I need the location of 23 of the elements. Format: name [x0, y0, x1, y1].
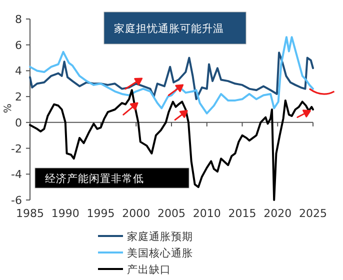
y-tick-label: 4	[15, 64, 22, 78]
x-tick-label: 2005	[158, 207, 186, 220]
x-tick-label: 1990	[51, 207, 80, 220]
x-tick-label: 1995	[86, 207, 115, 220]
y-tick-label: -6	[11, 194, 22, 207]
y-tick-label: -4	[11, 168, 22, 182]
legend-label: 家庭通胀预期	[127, 230, 193, 243]
annotation: 经济产能闲置非常低	[45, 172, 144, 185]
y-axis-title: %	[3, 104, 14, 114]
x-tick-label: 2010	[192, 207, 221, 220]
x-tick-label: 1985	[16, 207, 44, 220]
x-tick-label: 2015	[228, 207, 256, 220]
annotation: 家庭担忧通胀可能升温	[114, 22, 224, 35]
y-tick-label: 6	[15, 38, 22, 52]
y-tick-label: 2	[15, 90, 22, 104]
legend-label: 产出缺口	[127, 263, 171, 276]
x-tick-label: 2000	[122, 207, 150, 220]
y-tick-label: 8	[15, 13, 22, 26]
x-tick-label: 2020	[264, 207, 292, 220]
y-tick-label: 0	[15, 116, 22, 130]
y-tick-label: -2	[11, 142, 22, 156]
legend-label: 美国核心通胀	[127, 246, 193, 260]
x-tick-label: 2025	[299, 207, 327, 220]
